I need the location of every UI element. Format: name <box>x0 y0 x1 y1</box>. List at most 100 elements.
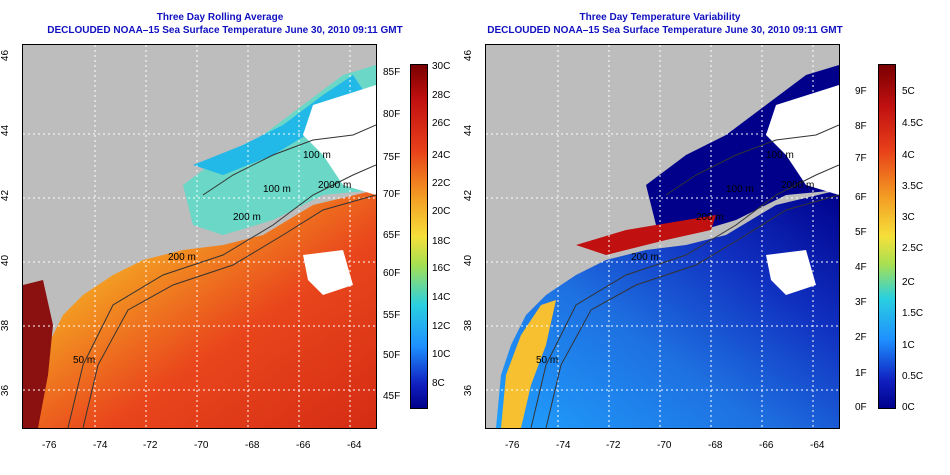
left-x-tick: -76 <box>42 440 57 451</box>
contour-label: 200 m <box>631 252 659 263</box>
right-cb-f-label: 3F <box>855 297 867 308</box>
contour-label: 2000 m <box>781 180 814 191</box>
left-x-tick: -74 <box>93 440 108 451</box>
ocean-variability-region <box>496 190 839 428</box>
left-cb-f-label: 75F <box>383 152 401 163</box>
right-cb-c-label: 2.5C <box>902 243 924 254</box>
left-y-tick: 46 <box>0 49 12 62</box>
contour-label: 50 m <box>73 355 95 366</box>
left-x-tick: -68 <box>245 440 260 451</box>
right-cb-c-label: 4C <box>902 150 915 161</box>
right-cb-c-label: 3C <box>902 212 915 223</box>
left-cb-c-label: 12C <box>432 321 451 332</box>
left-cb-c-label: 20C <box>432 206 451 217</box>
right-cb-f-label: 8F <box>855 121 867 132</box>
left-cb-c-label: 18C <box>432 236 451 247</box>
left-cb-c-label: 28C <box>432 90 451 101</box>
contour-label: 100 m <box>303 150 331 161</box>
right-y-tick: 38 <box>463 319 475 332</box>
right-cb-f-label: 6F <box>855 192 867 203</box>
right-cb-c-label: 3.5C <box>902 181 924 192</box>
right-cb-c-label: 1.5C <box>902 308 924 319</box>
left-cb-f-label: 65F <box>383 230 401 241</box>
left-cb-c-label: 30C <box>432 61 451 72</box>
right-cb-c-label: 2C <box>902 277 915 288</box>
left-y-tick: 36 <box>0 384 12 397</box>
gulf-cyan-patch <box>193 75 363 175</box>
left-title-line2: DECLOUDED NOAA–15 Sea Surface Temperatur… <box>47 25 403 36</box>
left-y-tick: 40 <box>0 254 12 267</box>
cloud-patch <box>766 85 839 195</box>
right-map-svg: 200 m 100 m 2000 m 100 m 200 m 50 m <box>486 45 839 428</box>
contour-label: 100 m <box>263 184 291 195</box>
grid-lines <box>23 45 376 428</box>
right-cb-c-label: 5C <box>902 86 915 97</box>
right-x-tick: -70 <box>657 440 672 451</box>
left-cb-c-label: 22C <box>432 178 451 189</box>
right-y-tick: 40 <box>463 254 475 267</box>
right-cb-c-label: 1C <box>902 340 915 351</box>
right-x-tick: -66 <box>759 440 774 451</box>
left-cb-c-label: 16C <box>432 263 451 274</box>
contour-label: 2000 m <box>318 180 351 191</box>
left-cb-f-label: 60F <box>383 268 401 279</box>
right-cb-f-label: 4F <box>855 262 867 273</box>
shelf-high-variability <box>501 300 556 428</box>
right-y-tick: 44 <box>463 124 475 137</box>
left-x-tick: -66 <box>296 440 311 451</box>
left-cb-f-label: 45F <box>383 391 401 402</box>
contour-label: 200 m <box>696 212 724 223</box>
left-x-tick: -72 <box>143 440 158 451</box>
left-cb-f-label: 55F <box>383 310 401 321</box>
contour-label: 50 m <box>536 355 558 366</box>
left-y-tick: 42 <box>0 189 12 202</box>
left-cb-c-label: 24C <box>432 150 451 161</box>
right-x-tick: -72 <box>606 440 621 451</box>
contour-label: 100 m <box>726 184 754 195</box>
right-cb-f-label: 9F <box>855 86 867 97</box>
right-y-tick: 42 <box>463 189 475 202</box>
left-cb-c-label: 8C <box>432 378 445 389</box>
left-cb-f-label: 70F <box>383 189 401 200</box>
right-title-line2: DECLOUDED NOAA–15 Sea Surface Temperatur… <box>487 25 843 36</box>
bathymetry-contours <box>530 124 839 428</box>
right-cb-f-label: 5F <box>855 227 867 238</box>
left-cb-c-label: 14C <box>432 292 451 303</box>
left-map-svg: 200 m 100 m 2000 m 100 m 200 m 50 m <box>23 45 376 428</box>
right-x-tick: -68 <box>708 440 723 451</box>
right-cb-f-label: 0F <box>855 402 867 413</box>
left-y-tick: 38 <box>0 319 12 332</box>
left-cb-c-label: 10C <box>432 349 451 360</box>
cloud-patch <box>303 85 376 195</box>
left-cb-c-label: 26C <box>432 118 451 129</box>
left-y-tick: 44 <box>0 124 12 137</box>
left-x-tick: -64 <box>347 440 362 451</box>
right-colorbar <box>878 64 896 409</box>
right-y-tick: 36 <box>463 384 475 397</box>
grid-lines <box>486 45 839 428</box>
bathymetry-contours <box>67 124 376 428</box>
left-x-tick: -70 <box>194 440 209 451</box>
right-cb-f-label: 7F <box>855 153 867 164</box>
right-x-tick: -64 <box>810 440 825 451</box>
right-variability-map: 200 m 100 m 2000 m 100 m 200 m 50 m <box>485 44 840 429</box>
right-title-line1: Three Day Temperature Variability <box>579 12 741 23</box>
right-cb-c-label: 0C <box>902 402 915 413</box>
right-x-tick: -74 <box>556 440 571 451</box>
left-title-line1: Three Day Rolling Average <box>156 12 284 23</box>
contour-label: 200 m <box>233 212 261 223</box>
left-colorbar <box>410 64 428 409</box>
cloud-patch <box>303 250 353 295</box>
ocean-warm-region <box>33 190 376 428</box>
front-high-variability <box>576 215 716 255</box>
left-cb-f-label: 85F <box>383 67 401 78</box>
right-cb-f-label: 1F <box>855 368 867 379</box>
right-y-tick: 46 <box>463 49 475 62</box>
right-cb-c-label: 0.5C <box>902 371 924 382</box>
contour-label: 100 m <box>766 150 794 161</box>
right-cb-f-label: 2F <box>855 332 867 343</box>
cloud-patch <box>766 250 816 295</box>
left-cb-f-label: 50F <box>383 350 401 361</box>
coastal-dark-region <box>23 280 53 428</box>
right-x-tick: -76 <box>505 440 520 451</box>
